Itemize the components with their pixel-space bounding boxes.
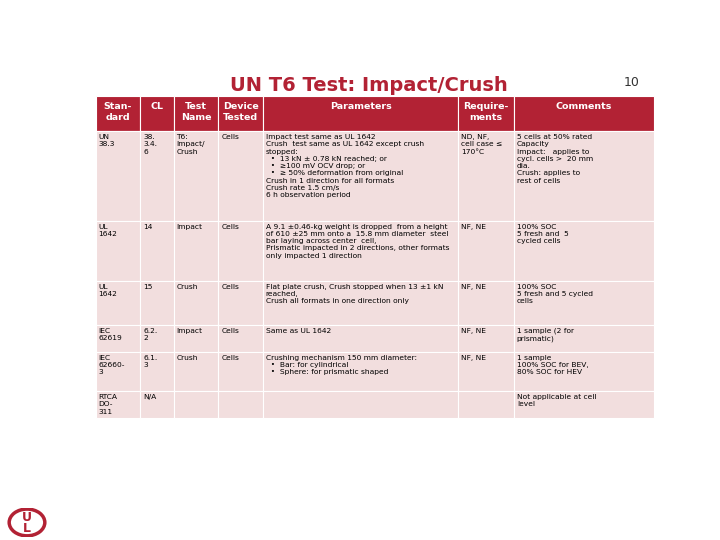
FancyBboxPatch shape xyxy=(514,96,654,131)
FancyBboxPatch shape xyxy=(514,281,654,325)
FancyBboxPatch shape xyxy=(514,131,654,221)
Text: Comments: Comments xyxy=(556,102,612,111)
Text: Require-
ments: Require- ments xyxy=(464,102,509,122)
FancyBboxPatch shape xyxy=(140,352,174,391)
FancyBboxPatch shape xyxy=(458,221,514,281)
FancyBboxPatch shape xyxy=(263,281,458,325)
Text: 38.
3.4.
6: 38. 3.4. 6 xyxy=(143,134,157,155)
FancyBboxPatch shape xyxy=(218,131,263,221)
FancyBboxPatch shape xyxy=(514,221,654,281)
Text: Cells: Cells xyxy=(221,328,239,334)
FancyBboxPatch shape xyxy=(218,96,263,131)
Text: Crush: Crush xyxy=(176,355,198,361)
Text: Impact test same as UL 1642
Crush  test same as UL 1642 except crush
stopped:
  : Impact test same as UL 1642 Crush test s… xyxy=(266,134,424,198)
Text: Parameters: Parameters xyxy=(330,102,392,111)
Text: IEC
62660-
3: IEC 62660- 3 xyxy=(99,355,125,375)
FancyBboxPatch shape xyxy=(96,391,140,418)
Text: ND, NF,
cell case ≤
170°C: ND, NF, cell case ≤ 170°C xyxy=(461,134,503,155)
Text: UN
38.3: UN 38.3 xyxy=(99,134,114,147)
FancyBboxPatch shape xyxy=(263,131,458,221)
Text: 1 sample (2 for
prismatic): 1 sample (2 for prismatic) xyxy=(517,328,574,342)
Text: RTCA
DO-
311: RTCA DO- 311 xyxy=(99,394,117,415)
FancyBboxPatch shape xyxy=(140,281,174,325)
Text: UN T6 Test: Impact/Crush: UN T6 Test: Impact/Crush xyxy=(230,77,508,96)
FancyBboxPatch shape xyxy=(458,96,514,131)
Text: CL: CL xyxy=(150,102,163,111)
Text: L: L xyxy=(23,522,31,535)
Text: Cells: Cells xyxy=(221,134,239,140)
Text: UL
1642: UL 1642 xyxy=(99,284,117,297)
FancyBboxPatch shape xyxy=(174,96,218,131)
Text: 100% SOC
5 fresh and  5
cycled cells: 100% SOC 5 fresh and 5 cycled cells xyxy=(517,224,569,244)
FancyBboxPatch shape xyxy=(96,281,140,325)
FancyBboxPatch shape xyxy=(96,352,140,391)
FancyBboxPatch shape xyxy=(174,352,218,391)
Text: NF, NE: NF, NE xyxy=(461,224,486,230)
FancyBboxPatch shape xyxy=(458,391,514,418)
FancyBboxPatch shape xyxy=(96,221,140,281)
FancyBboxPatch shape xyxy=(458,325,514,352)
Text: U: U xyxy=(22,511,32,524)
Text: 6.1.
3: 6.1. 3 xyxy=(143,355,157,368)
FancyBboxPatch shape xyxy=(514,391,654,418)
FancyBboxPatch shape xyxy=(174,131,218,221)
FancyBboxPatch shape xyxy=(263,391,458,418)
Text: Crushing mechanism 150 mm diameter:
  •  Bar: for cylindrical
  •  Sphere: for p: Crushing mechanism 150 mm diameter: • Ba… xyxy=(266,355,417,375)
Text: T6:
Impact/
Crush: T6: Impact/ Crush xyxy=(176,134,205,155)
FancyBboxPatch shape xyxy=(263,325,458,352)
FancyBboxPatch shape xyxy=(140,96,174,131)
FancyBboxPatch shape xyxy=(458,352,514,391)
FancyBboxPatch shape xyxy=(140,391,174,418)
Text: Same as UL 1642: Same as UL 1642 xyxy=(266,328,331,334)
FancyBboxPatch shape xyxy=(514,352,654,391)
Text: Stan-
dard: Stan- dard xyxy=(104,102,132,122)
Text: Impact: Impact xyxy=(176,224,202,230)
FancyBboxPatch shape xyxy=(218,352,263,391)
Text: Cells: Cells xyxy=(221,355,239,361)
Text: Impact: Impact xyxy=(176,328,202,334)
Text: Device
Tested: Device Tested xyxy=(222,102,258,122)
FancyBboxPatch shape xyxy=(140,131,174,221)
FancyBboxPatch shape xyxy=(218,325,263,352)
Text: Crush: Crush xyxy=(176,284,198,290)
Text: UL
1642: UL 1642 xyxy=(99,224,117,237)
FancyBboxPatch shape xyxy=(218,281,263,325)
Text: Not applicable at cell
level: Not applicable at cell level xyxy=(517,394,596,407)
FancyBboxPatch shape xyxy=(174,221,218,281)
FancyBboxPatch shape xyxy=(263,352,458,391)
Text: 15: 15 xyxy=(143,284,153,290)
FancyBboxPatch shape xyxy=(174,325,218,352)
FancyBboxPatch shape xyxy=(174,391,218,418)
Text: 100% SOC
5 fresh and 5 cycled
cells: 100% SOC 5 fresh and 5 cycled cells xyxy=(517,284,593,305)
FancyBboxPatch shape xyxy=(96,325,140,352)
Text: 14: 14 xyxy=(143,224,153,230)
FancyBboxPatch shape xyxy=(140,221,174,281)
Text: NF, NE: NF, NE xyxy=(461,284,486,290)
FancyBboxPatch shape xyxy=(263,96,458,131)
Text: A 9.1 ±0.46-kg weight is dropped  from a height
of 610 ±25 mm onto a  15.8 mm di: A 9.1 ±0.46-kg weight is dropped from a … xyxy=(266,224,449,259)
FancyBboxPatch shape xyxy=(218,391,263,418)
Text: IEC
62619: IEC 62619 xyxy=(99,328,122,341)
FancyBboxPatch shape xyxy=(263,221,458,281)
Text: Cells: Cells xyxy=(221,284,239,290)
FancyBboxPatch shape xyxy=(458,281,514,325)
Text: Test
Name: Test Name xyxy=(181,102,211,122)
FancyBboxPatch shape xyxy=(96,131,140,221)
Text: 5 cells at 50% rated
Capacity
Impact:   applies to
cycl. cells >  20 mm
dia.
Cru: 5 cells at 50% rated Capacity Impact: ap… xyxy=(517,134,593,184)
FancyBboxPatch shape xyxy=(96,96,140,131)
FancyBboxPatch shape xyxy=(174,281,218,325)
Text: NF, NE: NF, NE xyxy=(461,355,486,361)
Text: 10: 10 xyxy=(624,77,639,90)
Text: 6.2.
2: 6.2. 2 xyxy=(143,328,157,341)
Text: NF, NE: NF, NE xyxy=(461,328,486,334)
FancyBboxPatch shape xyxy=(514,325,654,352)
FancyBboxPatch shape xyxy=(140,325,174,352)
Text: N/A: N/A xyxy=(143,394,156,400)
Text: Cells: Cells xyxy=(221,224,239,230)
Text: Flat plate crush, Crush stopped when 13 ±1 kN
reached,
Crush all formats in one : Flat plate crush, Crush stopped when 13 … xyxy=(266,284,444,305)
FancyBboxPatch shape xyxy=(218,221,263,281)
FancyBboxPatch shape xyxy=(458,131,514,221)
Text: 1 sample
100% SOC for BEV,
80% SOC for HEV: 1 sample 100% SOC for BEV, 80% SOC for H… xyxy=(517,355,589,375)
